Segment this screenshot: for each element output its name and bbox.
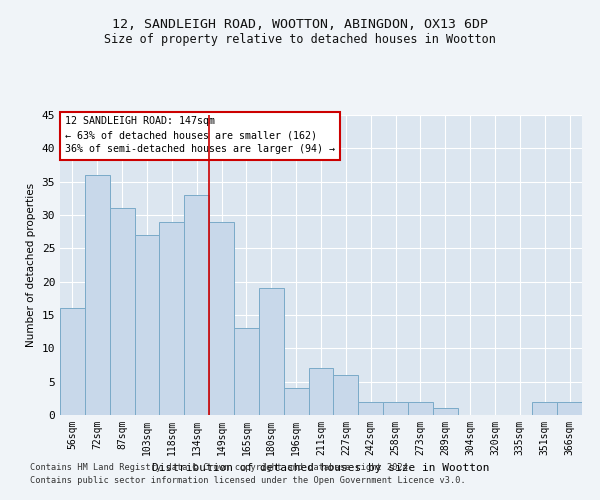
Bar [259, 288, 284, 415]
Bar [358, 402, 383, 415]
Bar [209, 222, 234, 415]
Text: Contains public sector information licensed under the Open Government Licence v3: Contains public sector information licen… [30, 476, 466, 485]
Bar [284, 388, 308, 415]
Text: Contains HM Land Registry data © Crown copyright and database right 2024.: Contains HM Land Registry data © Crown c… [30, 464, 413, 472]
Bar [532, 402, 557, 415]
Bar [184, 195, 209, 415]
Bar [557, 402, 582, 415]
Text: 12, SANDLEIGH ROAD, WOOTTON, ABINGDON, OX13 6DP: 12, SANDLEIGH ROAD, WOOTTON, ABINGDON, O… [112, 18, 488, 30]
Y-axis label: Number of detached properties: Number of detached properties [26, 183, 36, 347]
Bar [60, 308, 85, 415]
Bar [383, 402, 408, 415]
Bar [234, 328, 259, 415]
Bar [408, 402, 433, 415]
Bar [308, 368, 334, 415]
Bar [85, 175, 110, 415]
Bar [334, 375, 358, 415]
Bar [160, 222, 184, 415]
X-axis label: Distribution of detached houses by size in Wootton: Distribution of detached houses by size … [152, 464, 490, 473]
Text: 12 SANDLEIGH ROAD: 147sqm
← 63% of detached houses are smaller (162)
36% of semi: 12 SANDLEIGH ROAD: 147sqm ← 63% of detac… [65, 116, 335, 154]
Text: Size of property relative to detached houses in Wootton: Size of property relative to detached ho… [104, 32, 496, 46]
Bar [110, 208, 134, 415]
Bar [433, 408, 458, 415]
Bar [134, 235, 160, 415]
